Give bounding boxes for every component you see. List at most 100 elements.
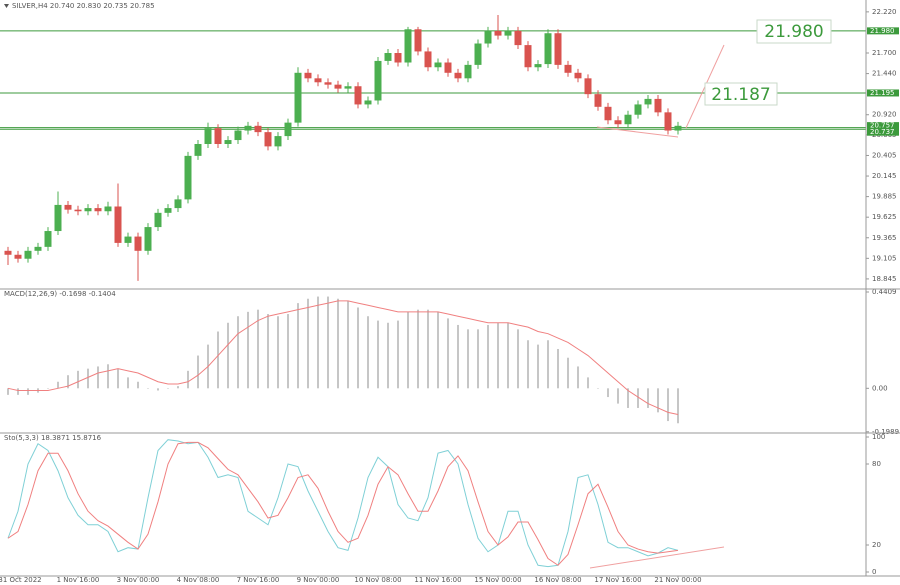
candle-body — [614, 120, 622, 125]
histogram-bar — [17, 388, 19, 395]
y-tick-label: 19.105 — [872, 254, 897, 262]
price-level-tag — [867, 128, 899, 136]
candle-body — [324, 82, 332, 85]
histogram-bar — [237, 316, 239, 389]
candle-body — [24, 250, 32, 259]
candle-body — [174, 199, 182, 209]
candle — [574, 68, 582, 83]
histogram-bar — [557, 348, 559, 389]
candle — [334, 80, 342, 93]
candle-body — [314, 78, 322, 83]
y-tick-label: 20.405 — [872, 151, 897, 159]
x-tick-label: 31 Oct 2022 — [0, 576, 42, 584]
candle — [204, 122, 212, 148]
histogram-bar — [437, 311, 439, 389]
histogram-bar — [217, 331, 219, 389]
histogram-bar — [87, 368, 89, 389]
candle — [474, 39, 482, 69]
candle — [374, 56, 382, 105]
candle — [314, 74, 322, 87]
histogram-bar — [667, 388, 669, 422]
candle — [424, 47, 432, 72]
candle-body — [94, 208, 102, 212]
candle — [344, 82, 352, 93]
annotation-box — [704, 82, 778, 106]
candle-body — [544, 33, 552, 65]
histogram-bar — [197, 355, 199, 389]
histogram-bar — [277, 316, 279, 389]
symbol-menu-icon[interactable] — [4, 4, 9, 8]
candle-body — [384, 53, 392, 61]
candle-body — [674, 125, 682, 131]
x-tick-label: 4 Nov 08:00 — [177, 576, 220, 584]
annotation-label: 21.187 — [711, 85, 770, 105]
histogram-bar — [547, 340, 549, 389]
price-level-label: 21.195 — [870, 89, 895, 97]
candle — [164, 204, 172, 217]
candle — [184, 151, 192, 204]
candle — [404, 26, 412, 67]
x-tick-label: 11 Nov 16:00 — [414, 576, 461, 584]
candle — [64, 200, 72, 214]
candle — [654, 94, 662, 117]
candle — [584, 74, 592, 99]
candle — [324, 78, 332, 89]
candle — [604, 102, 612, 125]
candle-body — [344, 86, 352, 89]
trend-line — [589, 546, 725, 569]
candle — [84, 204, 92, 216]
y-tick-label: 100 — [872, 433, 885, 441]
candle-body — [234, 130, 242, 141]
histogram-bar — [167, 388, 169, 389]
candle-body — [634, 104, 642, 115]
candle — [504, 26, 512, 40]
candle — [304, 68, 312, 83]
x-tick-label: 21 Nov 00:00 — [654, 576, 701, 584]
histogram-bar — [287, 314, 289, 389]
candle — [144, 223, 152, 255]
x-tick-label: 17 Nov 16:00 — [594, 576, 641, 584]
candle — [444, 58, 452, 77]
histogram-bar — [117, 368, 119, 389]
y-tick-label: 19.625 — [872, 213, 897, 221]
candle-body — [104, 206, 112, 212]
histogram-bar — [507, 322, 509, 389]
histogram-bar — [387, 322, 389, 389]
candle — [634, 100, 642, 119]
histogram-bar — [257, 309, 259, 389]
y-tick-label: 19.365 — [872, 234, 897, 242]
candle-body — [44, 231, 52, 247]
histogram-bar — [447, 318, 449, 389]
y-tick-label: 20.145 — [872, 172, 897, 180]
candle — [384, 49, 392, 65]
price-level-tag — [867, 122, 899, 130]
candle-body — [144, 227, 152, 251]
candle — [534, 60, 542, 72]
candle-body — [164, 208, 172, 213]
candle-body — [564, 64, 572, 73]
y-tick-label: -0.1989 — [872, 428, 899, 436]
histogram-bar — [147, 388, 149, 389]
candle-body — [114, 206, 122, 243]
candle — [104, 201, 112, 216]
histogram-bar — [457, 324, 459, 389]
candle — [564, 60, 572, 77]
candle — [354, 82, 362, 109]
candle-body — [284, 122, 292, 137]
candle — [94, 204, 102, 216]
candle-body — [274, 136, 282, 147]
candle-body — [224, 140, 232, 144]
candle-body — [454, 72, 462, 79]
y-tick-label: 18.845 — [872, 275, 897, 283]
candle-body — [394, 53, 402, 63]
x-tick-label: 10 Nov 08:00 — [354, 576, 401, 584]
histogram-bar — [617, 388, 619, 404]
candle-body — [184, 155, 192, 200]
histogram-bar — [157, 388, 159, 391]
candle-body — [14, 254, 22, 259]
candle — [34, 242, 42, 255]
y-tick-label: 22.220 — [872, 8, 897, 16]
candle-body — [534, 64, 542, 68]
